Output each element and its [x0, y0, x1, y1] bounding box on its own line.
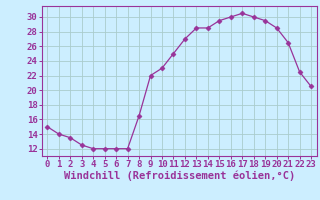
X-axis label: Windchill (Refroidissement éolien,°C): Windchill (Refroidissement éolien,°C) [64, 171, 295, 181]
